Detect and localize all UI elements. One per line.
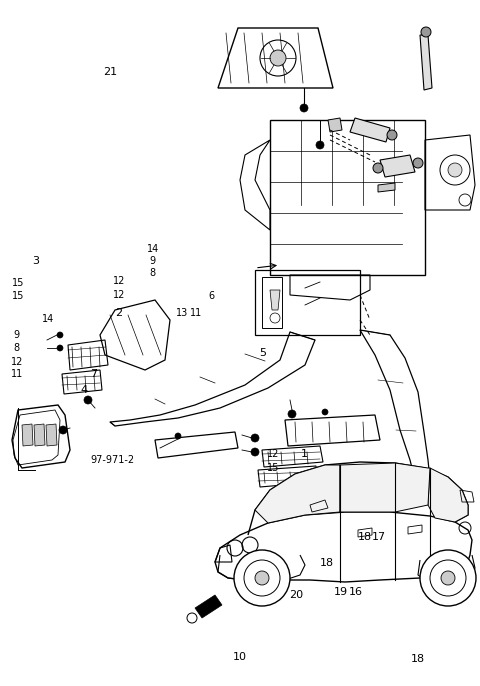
Polygon shape <box>380 155 415 177</box>
Circle shape <box>251 434 259 442</box>
Text: 9: 9 <box>150 256 156 265</box>
Circle shape <box>274 488 282 496</box>
Text: 97-971-2: 97-971-2 <box>91 455 135 464</box>
Text: 18: 18 <box>358 532 372 542</box>
Text: 6: 6 <box>208 292 214 301</box>
Text: 8: 8 <box>14 344 20 353</box>
Circle shape <box>234 550 290 606</box>
Polygon shape <box>378 183 395 192</box>
Polygon shape <box>46 424 57 446</box>
Text: 21: 21 <box>103 67 118 77</box>
Text: 14: 14 <box>146 244 159 254</box>
Text: 18: 18 <box>410 654 425 663</box>
Circle shape <box>300 104 308 112</box>
Text: 5: 5 <box>260 348 266 358</box>
Text: 8: 8 <box>150 268 156 278</box>
Text: 2: 2 <box>116 308 122 318</box>
Circle shape <box>255 571 269 585</box>
Circle shape <box>441 571 455 585</box>
Polygon shape <box>270 290 280 310</box>
Text: 12: 12 <box>267 449 280 459</box>
Circle shape <box>448 163 462 177</box>
Circle shape <box>57 345 63 351</box>
Text: 20: 20 <box>289 591 304 600</box>
Circle shape <box>387 130 397 140</box>
Text: 9: 9 <box>14 330 20 340</box>
Polygon shape <box>420 35 432 90</box>
Text: 12: 12 <box>113 290 125 300</box>
Circle shape <box>59 426 67 434</box>
Text: 15: 15 <box>12 278 24 287</box>
Text: 12: 12 <box>113 276 125 286</box>
Circle shape <box>84 396 92 404</box>
Text: 4: 4 <box>81 385 87 394</box>
Circle shape <box>316 141 324 149</box>
Text: 1: 1 <box>301 449 308 459</box>
Text: 19: 19 <box>334 587 348 597</box>
Circle shape <box>420 550 476 606</box>
Circle shape <box>270 50 286 66</box>
Text: 11: 11 <box>190 308 202 318</box>
Polygon shape <box>328 118 342 132</box>
Text: 14: 14 <box>42 314 54 324</box>
Text: 15: 15 <box>12 292 24 301</box>
Polygon shape <box>195 595 222 618</box>
Polygon shape <box>34 424 45 446</box>
Text: 10: 10 <box>233 652 247 662</box>
Text: 7: 7 <box>90 369 97 379</box>
Circle shape <box>322 409 328 415</box>
Bar <box>255 270 360 335</box>
Text: 15: 15 <box>267 463 280 473</box>
Polygon shape <box>22 424 33 446</box>
Text: 3: 3 <box>33 256 39 265</box>
Text: 11: 11 <box>11 369 23 379</box>
Circle shape <box>421 27 431 37</box>
Text: 12: 12 <box>11 357 23 367</box>
Text: 18: 18 <box>319 558 334 567</box>
Polygon shape <box>340 463 430 512</box>
Text: 17: 17 <box>372 532 386 542</box>
Circle shape <box>175 433 181 439</box>
Text: 13: 13 <box>176 308 189 318</box>
Circle shape <box>251 448 259 456</box>
Circle shape <box>413 158 423 168</box>
Polygon shape <box>428 468 468 522</box>
Polygon shape <box>350 118 390 142</box>
Polygon shape <box>255 465 340 523</box>
Circle shape <box>57 332 63 338</box>
Text: 16: 16 <box>349 587 363 597</box>
Circle shape <box>373 163 383 173</box>
Circle shape <box>288 410 296 418</box>
